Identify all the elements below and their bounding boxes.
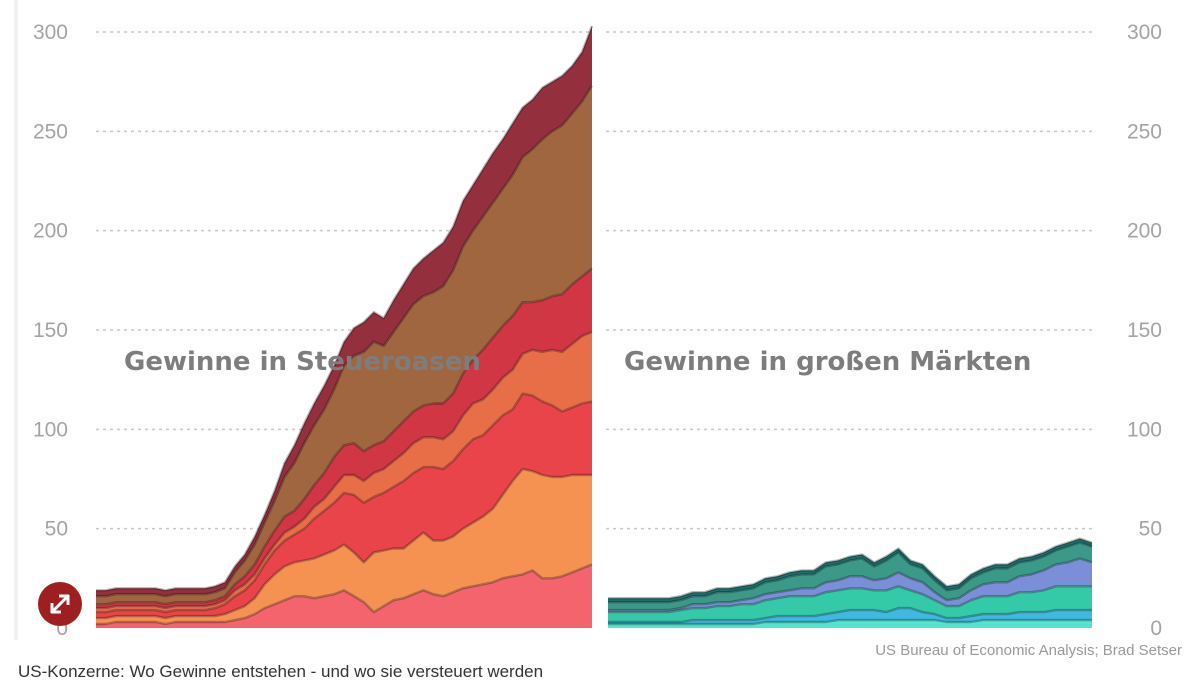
right-area-2	[608, 608, 1092, 624]
left-area-5	[96, 268, 592, 609]
left-edge-1	[96, 563, 593, 626]
ytick-right-label: 50	[1139, 518, 1162, 541]
right-edge-1	[608, 618, 1092, 626]
left-edge-6	[96, 84, 594, 598]
left-edge-7	[96, 25, 594, 592]
left-edge-5	[96, 267, 593, 606]
right-area-3	[608, 586, 1092, 622]
yaxis-left: 0 50 100 150 200 250 300	[33, 21, 68, 640]
left-edge-4	[96, 330, 593, 610]
right-area-4	[608, 558, 1092, 613]
right-edge-6	[608, 537, 1093, 600]
left-edge-strip	[14, 0, 18, 640]
ytick-left-label: 200	[33, 220, 68, 243]
chart: 0 50 100 150 200 250 300 0 50 100 150 200 250 300 Ge…	[33, 21, 1162, 640]
right-edge-5	[608, 541, 1093, 604]
left-edge-3	[96, 392, 593, 614]
left-edge-2	[96, 467, 592, 620]
grid-right	[606, 31, 1092, 530]
left-area-3	[96, 393, 592, 619]
ytick-right-label: 0	[1150, 617, 1162, 640]
ytick-right-label: 250	[1127, 120, 1162, 143]
caption: US-Konzerne: Wo Gewinne entstehen - und …	[18, 662, 544, 681]
source-note: US Bureau of Economic Analysis; Brad Set…	[875, 642, 1182, 659]
ytick-right-label: 300	[1127, 21, 1162, 44]
right-edge-2	[608, 606, 1092, 624]
ytick-right-label: 100	[1127, 418, 1162, 441]
ytick-left-label: 0	[56, 617, 68, 640]
right-edge-3	[608, 585, 1092, 614]
ytick-left-label: 250	[33, 120, 68, 143]
ytick-left-label: 150	[33, 319, 68, 342]
left-area-1	[96, 564, 592, 628]
right-area-1	[608, 620, 1092, 628]
right-area-5	[608, 542, 1092, 611]
ytick-left-label: 100	[33, 418, 68, 441]
areas-right	[608, 537, 1093, 628]
ytick-right-label: 150	[1127, 319, 1162, 342]
ytick-right-label: 200	[1127, 220, 1162, 243]
expand-button[interactable]	[38, 582, 82, 626]
yaxis-right: 0 50 100 150 200 250 300	[1127, 21, 1162, 640]
panel-title-left: Gewinne in Steueroasen	[124, 347, 481, 377]
ytick-left-label: 50	[45, 518, 68, 541]
right-edge-4	[608, 557, 1093, 612]
areas-left	[96, 25, 594, 628]
left-area-2	[96, 469, 592, 624]
left-area-4	[96, 332, 592, 613]
panel-title-right: Gewinne in großen Märkten	[624, 347, 1031, 377]
ytick-left-label: 300	[33, 21, 68, 44]
expand-arrows-icon	[50, 594, 70, 614]
